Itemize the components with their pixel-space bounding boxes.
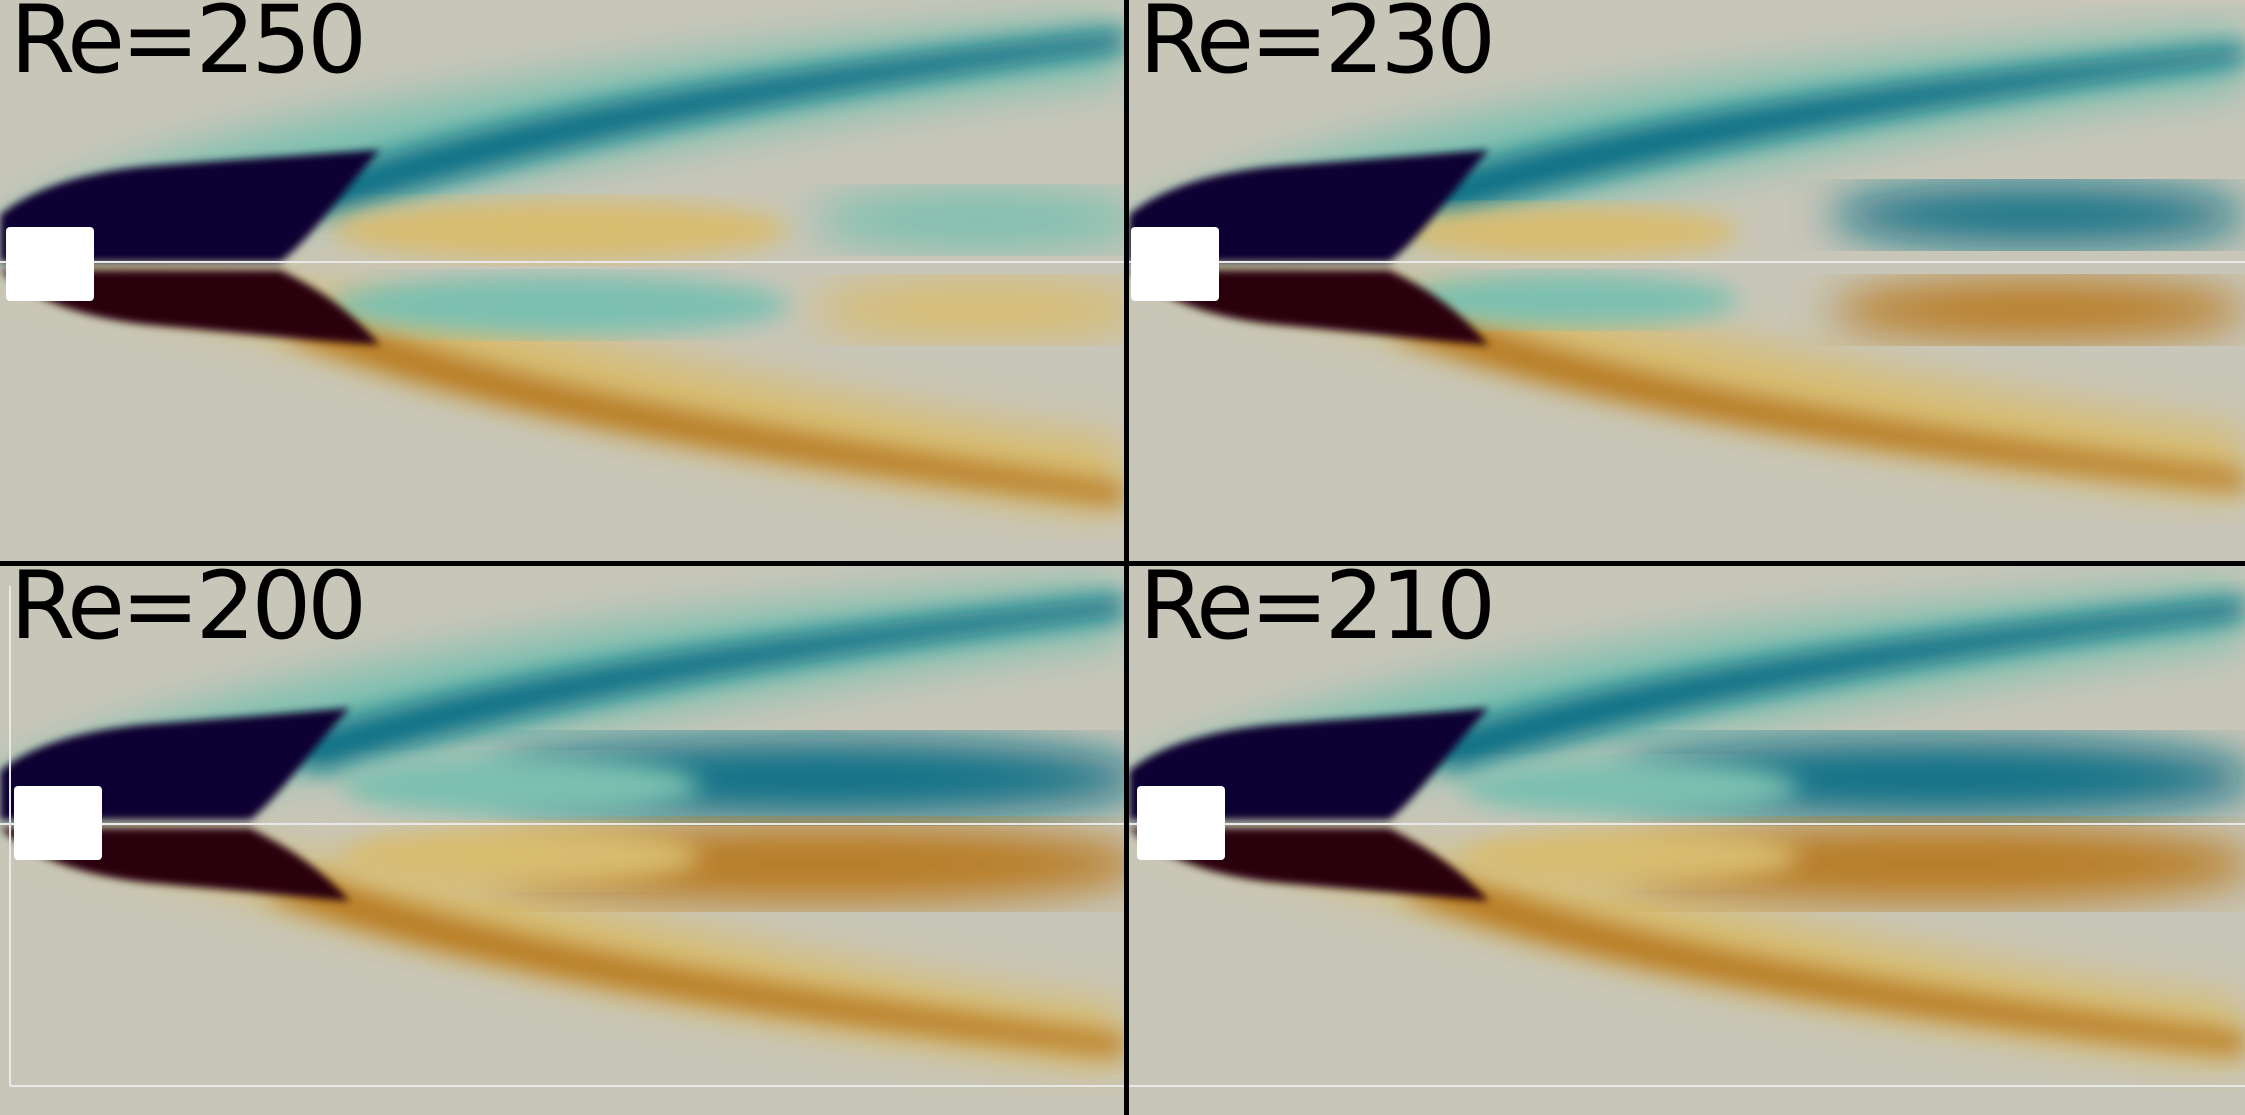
panel-label-re-250: Re=250 [10, 0, 367, 95]
vorticity-field [0, 0, 1124, 561]
obstacle [1131, 227, 1219, 301]
vertical-divider [1124, 0, 1129, 1115]
panel-re-230: Re=230 [1129, 0, 2245, 561]
vorticity-field [0, 566, 1124, 1115]
panel-re-210: Re=210 [1129, 566, 2245, 1115]
panel-re-200: Re=200 [0, 566, 1124, 1115]
horizontal-divider [0, 561, 2245, 566]
panel-label-re-200: Re=200 [10, 566, 367, 661]
panel-label-re-230: Re=230 [1139, 0, 1496, 95]
obstacle [6, 227, 94, 301]
vorticity-field [1129, 0, 2245, 561]
obstacle [1137, 786, 1225, 860]
vorticity-field [1129, 566, 2245, 1115]
obstacle [14, 786, 102, 860]
panel-label-re-210: Re=210 [1139, 566, 1496, 661]
panel-re-250: Re=250 [0, 0, 1124, 561]
